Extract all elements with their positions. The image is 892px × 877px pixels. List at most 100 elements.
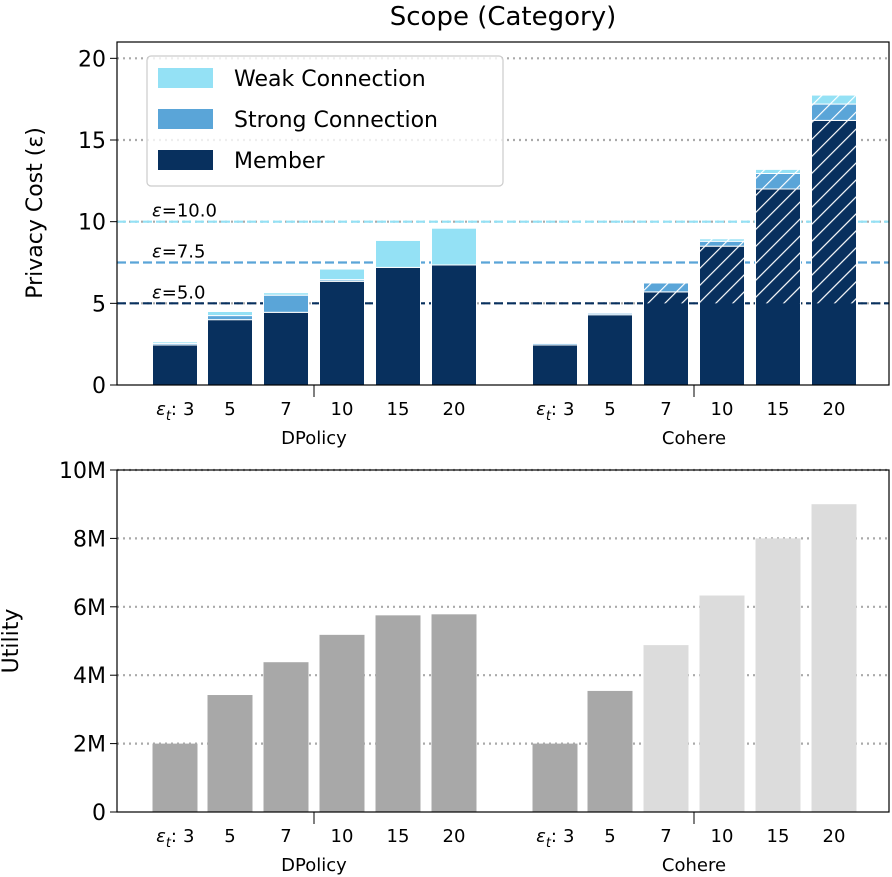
- bar-member-dpolicy-15: [375, 266, 421, 386]
- bottom-x-tick-dpolicy-5: 5: [224, 826, 235, 847]
- top-x-tick-cohere-10: 10: [711, 399, 734, 420]
- bottom-bars: [152, 504, 857, 812]
- threshold-label-5-0: ε=5.0: [152, 282, 205, 303]
- bar-strong-connection-dpolicy-5: [207, 315, 253, 321]
- bar-weak-connection-cohere-3: [532, 342, 578, 344]
- top-x-tick-prefix-dpolicy: εt:: [156, 399, 177, 424]
- bar-strong-connection-cohere-20-hatch: [811, 104, 857, 121]
- bottom-ytick-label-6m: 6M: [73, 596, 106, 621]
- legend-swatch-weak-connection: [158, 68, 213, 88]
- bar-utility-dpolicy-20: [431, 614, 477, 812]
- bottom-x-tick-cohere-7: 7: [660, 826, 671, 847]
- top-plot-frame: [116, 41, 890, 386]
- top-ytick-label-10: 10: [78, 211, 106, 236]
- bar-member-cohere-5: [587, 314, 633, 386]
- top-bars: [152, 94, 857, 386]
- top-x-tick-dpolicy-10: 10: [331, 399, 354, 420]
- top-x-group-label-cohere: Cohere: [662, 428, 726, 449]
- bar-utility-dpolicy-10: [319, 634, 365, 812]
- bar-weak-connection-cohere-7-hatch: [643, 282, 689, 283]
- bottom-plot-frame: [116, 469, 890, 813]
- bottom-x-tick-prefix-cohere: εt:: [536, 826, 557, 851]
- bar-utility-dpolicy-3: [152, 743, 198, 812]
- bar-member-cohere-20-hatch: [811, 120, 857, 304]
- top-ytick-label-0: 0: [92, 374, 106, 399]
- bar-utility-dpolicy-7: [263, 662, 309, 812]
- top-x-tick-dpolicy-5: 5: [224, 399, 235, 420]
- bar-weak-connection-cohere-20-hatch: [811, 95, 857, 105]
- bar-utility-cohere-5: [587, 690, 633, 812]
- bar-utility-dpolicy-15: [375, 615, 421, 812]
- chart-title: Scope (Category): [390, 2, 617, 32]
- bottom-x-group-label-dpolicy: DPolicy: [281, 855, 347, 876]
- bar-member-cohere-7: [643, 291, 689, 386]
- bar-utility-cohere-10: [699, 595, 745, 812]
- bottom-ytick-label-10m: 10M: [59, 459, 106, 484]
- bottom-ytick-label-4m: 4M: [73, 664, 106, 689]
- top-x-group-label-dpolicy: DPolicy: [281, 428, 347, 449]
- bottom-x-tick-cohere-3: 3: [563, 826, 574, 847]
- bottom-y-axis: 0 2M 4M 6M 8M 10M: [59, 459, 117, 826]
- top-x-tick-dpolicy-7: 7: [280, 399, 291, 420]
- bottom-x-tick-dpolicy-20: 20: [443, 826, 466, 847]
- top-ytick-label-5: 5: [92, 292, 106, 317]
- top-x-tick-dpolicy-20: 20: [443, 399, 466, 420]
- bar-member-cohere-15-hatch: [755, 189, 801, 304]
- top-x-tick-cohere-15: 15: [767, 399, 790, 420]
- threshold-labels: ε=10.0 ε=7.5 ε=5.0: [152, 201, 217, 304]
- top-x-tick-cohere-20: 20: [823, 399, 846, 420]
- threshold-label-10-0: ε=10.0: [152, 201, 217, 222]
- bar-weak-connection-cohere-10-hatch: [699, 238, 745, 242]
- bar-weak-connection-dpolicy-15: [375, 239, 421, 268]
- bar-utility-dpolicy-5: [207, 695, 253, 812]
- top-y-axis-label: Privacy Cost (ε): [23, 127, 48, 299]
- bottom-x-tick-dpolicy-10: 10: [331, 826, 354, 847]
- legend-swatch-strong-connection: [158, 109, 213, 129]
- bar-member-dpolicy-5: [207, 319, 253, 386]
- bar-strong-connection-cohere-10-hatch: [699, 241, 745, 247]
- bar-strong-connection-cohere-15-hatch: [755, 173, 801, 189]
- top-chart: ε=10.0 ε=7.5 ε=5.0 0 5 10 15 20 εt: 3 5 7 10 15 20 DP…: [23, 41, 890, 449]
- bottom-x-group-label-cohere: Cohere: [662, 855, 726, 876]
- top-x-tick-cohere-5: 5: [604, 399, 615, 420]
- bottom-ytick-label-0: 0: [92, 801, 106, 826]
- bar-weak-connection-cohere-15-hatch: [755, 169, 801, 174]
- bar-utility-cohere-3: [532, 743, 578, 812]
- bar-strong-connection-cohere-7-hatch: [643, 282, 689, 292]
- top-x-axis: εt: 3 5 7 10 15 20 DPolicy εt: 3 5 7 10 15 20 Cohere: [156, 385, 845, 449]
- bar-utility-cohere-20: [811, 504, 857, 812]
- bottom-chart: 0 2M 4M 6M 8M 10M εt: 3 5 7 10 15 20 DPolicy εt: 3 5 7 10…: [0, 459, 890, 876]
- bar-weak-connection-dpolicy-3: [152, 341, 198, 344]
- bottom-ytick-label-8m: 8M: [73, 527, 106, 552]
- top-x-tick-dpolicy-3: 3: [183, 399, 194, 420]
- threshold-label-7-5: ε=7.5: [152, 242, 205, 263]
- bottom-x-tick-prefix-dpolicy: εt:: [156, 826, 177, 851]
- bottom-x-tick-dpolicy-3: 3: [183, 826, 194, 847]
- bar-strong-connection-dpolicy-7: [263, 294, 309, 313]
- top-x-tick-cohere-7: 7: [660, 399, 671, 420]
- bottom-x-tick-cohere-10: 10: [711, 826, 734, 847]
- top-ytick-label-15: 15: [78, 129, 106, 154]
- bar-utility-cohere-7: [643, 645, 689, 812]
- top-x-tick-prefix-cohere: εt:: [536, 399, 557, 424]
- bar-weak-connection-dpolicy-20: [431, 227, 477, 266]
- legend-swatch-member: [158, 150, 213, 170]
- bottom-x-tick-dpolicy-15: 15: [387, 826, 410, 847]
- bar-member-cohere-10-hatch: [699, 246, 745, 304]
- bottom-y-axis-label: Utility: [0, 609, 24, 674]
- bar-member-dpolicy-7: [263, 311, 309, 386]
- legend: Weak Connection Strong Connection Member: [146, 55, 504, 187]
- bottom-x-tick-cohere-5: 5: [604, 826, 615, 847]
- bar-member-cohere-3: [532, 344, 578, 386]
- top-x-tick-cohere-3: 3: [563, 399, 574, 420]
- top-x-tick-dpolicy-15: 15: [387, 399, 410, 420]
- legend-label-member: Member: [234, 149, 325, 174]
- bottom-x-tick-dpolicy-7: 7: [280, 826, 291, 847]
- bar-utility-cohere-15: [755, 538, 801, 812]
- legend-label-strong-connection: Strong Connection: [234, 108, 438, 133]
- bar-member-dpolicy-3: [152, 344, 198, 386]
- bar-weak-connection-dpolicy-7: [263, 292, 309, 296]
- top-ytick-label-20: 20: [78, 47, 106, 72]
- bottom-x-tick-cohere-20: 20: [823, 826, 846, 847]
